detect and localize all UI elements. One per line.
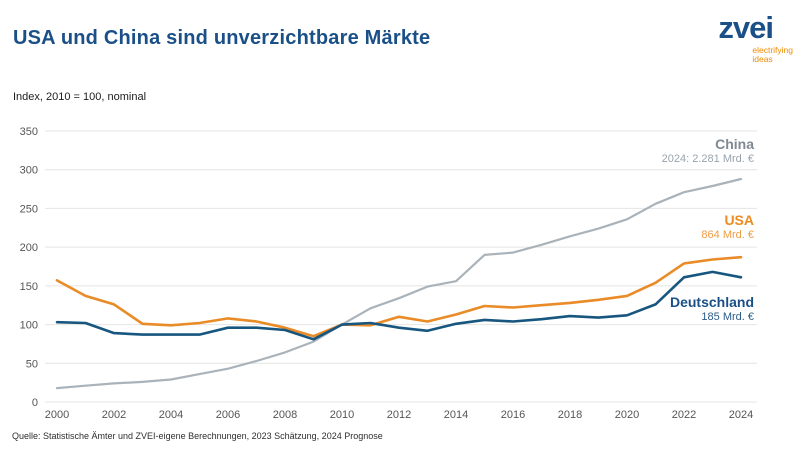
x-tick-label-2006: 2006	[216, 409, 240, 421]
zvei-logo-tagline: electrifying ideas	[752, 46, 793, 64]
x-tick-label-2016: 2016	[501, 409, 525, 421]
y-tick-label-100: 100	[20, 320, 38, 332]
x-tick-label-2022: 2022	[672, 409, 696, 421]
y-tick-label-0: 0	[32, 397, 38, 409]
annotation-usa-value: 864 Mrd. €	[701, 229, 754, 241]
annotation-deutschland-label: Deutschland	[669, 294, 754, 310]
y-tick-label-350: 350	[20, 126, 38, 138]
source-note: Quelle: Statistische Ämter und ZVEI-eige…	[12, 431, 383, 441]
x-tick-label-2014: 2014	[444, 409, 468, 421]
x-tick-label-2004: 2004	[159, 409, 183, 421]
zvei-logo: zvei	[718, 10, 774, 45]
series-line-china	[55, 177, 743, 390]
x-tick-label-2018: 2018	[558, 409, 582, 421]
x-tick-label-2002: 2002	[102, 409, 126, 421]
zvei-tagline-line1: electrifying	[752, 45, 793, 55]
x-tick-label-2008: 2008	[273, 409, 297, 421]
y-tick-label-150: 150	[20, 281, 38, 293]
annotation-usa-label: USA	[724, 212, 754, 228]
y-tick-label-300: 300	[20, 165, 38, 177]
y-tick-label-250: 250	[20, 203, 38, 215]
chart-subtitle: Index, 2010 = 100, nominal	[13, 91, 147, 103]
zvei-tagline-line2: ideas	[752, 54, 773, 64]
x-tick-label-2020: 2020	[615, 409, 639, 421]
annotation-china-label: China	[715, 136, 754, 152]
annotation-usa: USA 864 Mrd. €	[699, 213, 756, 242]
y-tick-label-200: 200	[20, 242, 38, 254]
series-line-usa	[55, 255, 743, 338]
annotation-china: China 2024: 2.281 Mrd. €	[659, 136, 756, 166]
x-tick-label-2000: 2000	[45, 409, 69, 421]
y-tick-label-50: 50	[26, 358, 38, 370]
x-tick-label-2024: 2024	[729, 409, 753, 421]
annotation-deutschland-value: 185 Mrd. €	[701, 311, 754, 323]
series-line-deutschland	[55, 270, 743, 341]
x-tick-label-2012: 2012	[387, 409, 411, 421]
page-title: USA und China sind unverzichtbare Märkte	[13, 27, 431, 49]
x-tick-label-2010: 2010	[330, 409, 354, 421]
annotation-china-value: 2024: 2.281 Mrd. €	[661, 153, 754, 165]
annotation-deutschland: Deutschland 185 Mrd. €	[667, 294, 756, 324]
